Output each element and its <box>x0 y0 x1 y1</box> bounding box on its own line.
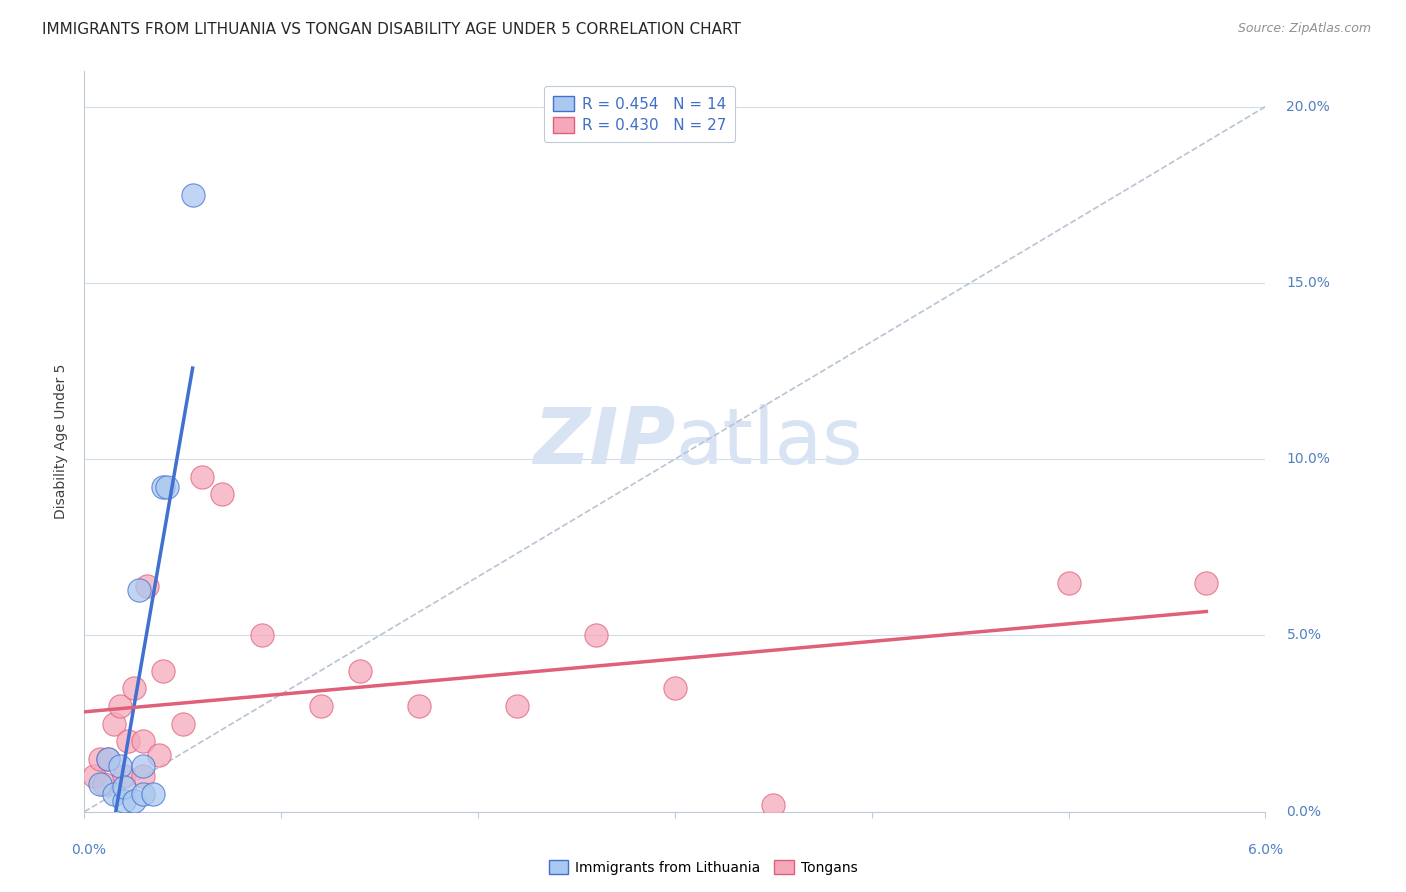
Point <box>112 794 135 808</box>
Point <box>122 681 145 696</box>
Point <box>181 187 204 202</box>
Point <box>132 769 155 783</box>
Point <box>762 797 785 812</box>
Text: ZIP: ZIP <box>533 403 675 480</box>
Point <box>97 752 120 766</box>
Legend: Immigrants from Lithuania, Tongans: Immigrants from Lithuania, Tongans <box>543 855 863 880</box>
Point <box>132 734 155 748</box>
Point <box>83 769 105 783</box>
Text: 0.0%: 0.0% <box>1286 805 1322 819</box>
Text: 15.0%: 15.0% <box>1286 276 1330 290</box>
Point <box>117 734 139 748</box>
Point <box>1057 575 1080 590</box>
Point <box>128 582 150 597</box>
Point <box>112 769 135 783</box>
Y-axis label: Disability Age Under 5: Disability Age Under 5 <box>53 364 67 519</box>
Text: atlas: atlas <box>675 403 862 480</box>
Legend: R = 0.454   N = 14, R = 0.430   N = 27: R = 0.454 N = 14, R = 0.430 N = 27 <box>544 87 735 142</box>
Point <box>142 787 165 801</box>
Text: 6.0%: 6.0% <box>1249 843 1282 857</box>
Point <box>89 776 111 790</box>
Point <box>152 664 174 678</box>
Point <box>211 487 233 501</box>
Point <box>103 787 125 801</box>
Point <box>349 664 371 678</box>
Text: 10.0%: 10.0% <box>1286 452 1330 467</box>
Point <box>191 470 214 484</box>
Point <box>108 698 131 713</box>
Point <box>97 752 120 766</box>
Point <box>156 480 179 494</box>
Point <box>132 787 155 801</box>
Point <box>136 579 159 593</box>
Point <box>664 681 686 696</box>
Point <box>103 716 125 731</box>
Point <box>585 628 607 642</box>
Point <box>172 716 194 731</box>
Point <box>89 752 111 766</box>
Point <box>93 776 115 790</box>
Point <box>132 759 155 773</box>
Text: 20.0%: 20.0% <box>1286 100 1330 113</box>
Text: Source: ZipAtlas.com: Source: ZipAtlas.com <box>1237 22 1371 36</box>
Point <box>108 759 131 773</box>
Text: 0.0%: 0.0% <box>72 843 105 857</box>
Text: 5.0%: 5.0% <box>1286 629 1322 642</box>
Text: IMMIGRANTS FROM LITHUANIA VS TONGAN DISABILITY AGE UNDER 5 CORRELATION CHART: IMMIGRANTS FROM LITHUANIA VS TONGAN DISA… <box>42 22 741 37</box>
Point <box>112 780 135 794</box>
Point <box>122 794 145 808</box>
Point <box>309 698 332 713</box>
Point <box>506 698 529 713</box>
Point <box>148 748 170 763</box>
Point <box>152 480 174 494</box>
Point <box>408 698 430 713</box>
Point <box>1195 575 1218 590</box>
Point <box>250 628 273 642</box>
